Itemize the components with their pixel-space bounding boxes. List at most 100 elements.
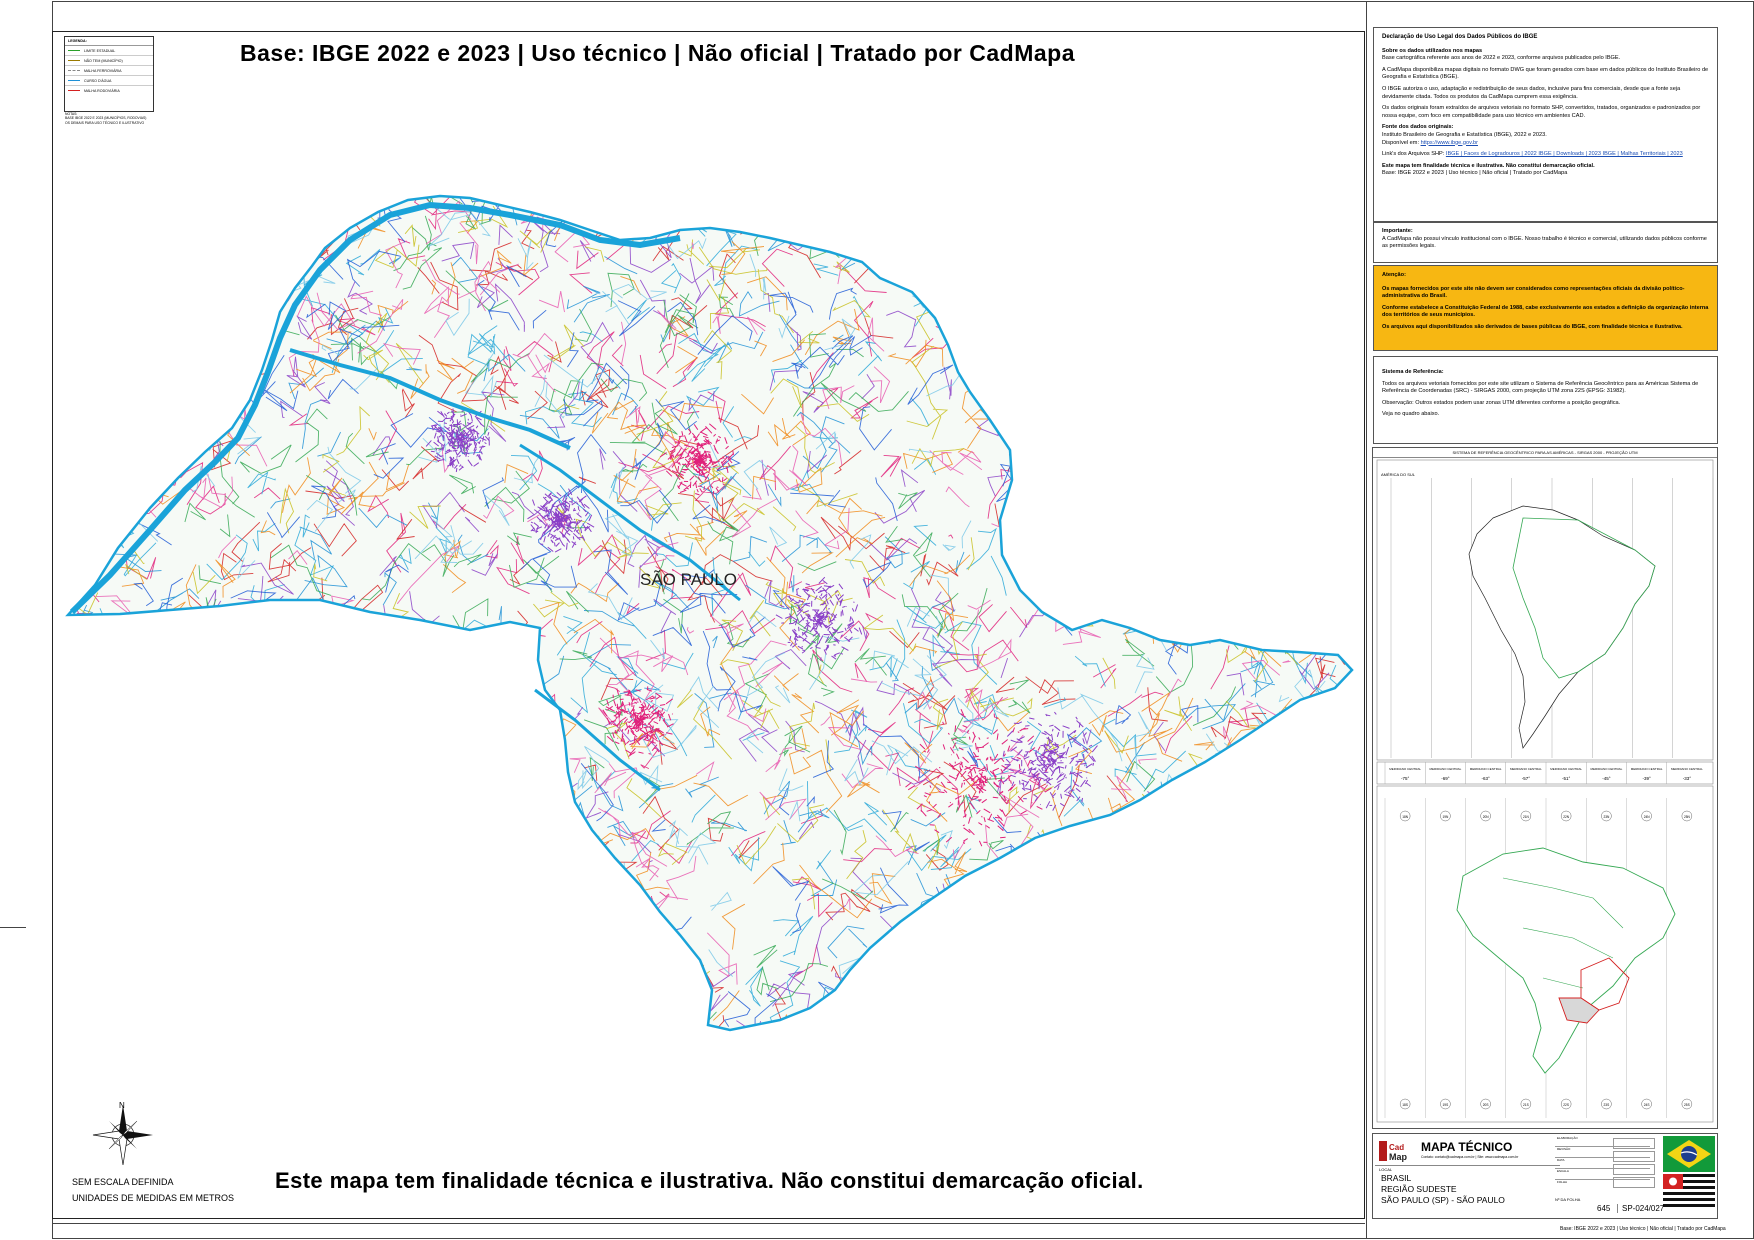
- zone-badge-bottom: [1480, 1098, 1491, 1110]
- important-title: Importante:: [1382, 228, 1413, 234]
- legend-label: NÃO TEM (MUNICÍPIO): [84, 58, 123, 63]
- tick-mark-left: [0, 927, 26, 928]
- tb-field: ESCALA: [1555, 1169, 1650, 1180]
- urban-cluster: [775, 576, 863, 661]
- side-divider: [1366, 1, 1367, 1239]
- legend-swatch: [68, 80, 80, 81]
- location-block: BRASIL REGIÃO SUDESTE SÃO PAULO (SP) - S…: [1381, 1173, 1505, 1206]
- declaration-s2-p1: Instituto Brasileiro de Geografia e Esta…: [1382, 131, 1547, 138]
- legend-label: LIMITE ESTADUAL: [84, 48, 116, 53]
- tb-boxes: [1613, 1138, 1655, 1190]
- zone-badge-top: [1399, 810, 1411, 822]
- declaration-s1-title: Sobre os dados utilizados nos mapas: [1382, 47, 1483, 54]
- zone-label-top: 25N: [1684, 815, 1691, 819]
- tb-field: ELABORAÇÃO: [1555, 1136, 1650, 1147]
- zone-badge-top: [1520, 810, 1532, 822]
- sao-paulo-flag-icon: [1663, 1174, 1715, 1210]
- sheet-code: SP-024/027: [1617, 1204, 1664, 1213]
- tb-field: DATA: [1555, 1158, 1650, 1169]
- brazil-state-lines: [1502, 877, 1624, 989]
- reference-title: Sistema de Referência:: [1382, 369, 1444, 375]
- sao-paulo-highlight: [1558, 997, 1600, 1024]
- declaration-s2-title: Fonte dos dados originais:: [1382, 124, 1454, 131]
- zone-badge-bottom: [1520, 1098, 1532, 1110]
- meridian-label: MERIDIANO CENTRAL: [1671, 767, 1703, 771]
- zone-label-bottom: 24S: [1644, 1103, 1650, 1107]
- zone-label-bottom: 19S: [1443, 1103, 1449, 1107]
- declaration-panel: Declaração de Uso Legal dos Dados Públic…: [1373, 27, 1718, 223]
- zone-badge-bottom: [1681, 1098, 1693, 1110]
- utm-zone-map: AMÉRICA DO SUL MERIDIANO CENTRAL -75° MERID…: [1376, 459, 1714, 1123]
- urban-cluster: [659, 423, 735, 496]
- urban-cluster: [527, 488, 595, 553]
- contact-line: Contato: contato@cadmapa.com.br | Site: …: [1421, 1155, 1519, 1159]
- north-label: N: [119, 1101, 125, 1110]
- zone-label-top: 21N: [1523, 815, 1530, 819]
- utm-inset-panel: SISTEMA DE REFERÊNCIA GEOCÊNTRICO PARA A…: [1372, 447, 1718, 1129]
- legend-label: CURSO D'ÁGUA: [84, 78, 112, 83]
- urban-cluster: [1002, 711, 1098, 811]
- legend-swatch: [68, 60, 80, 61]
- zone-badge-top: [1440, 810, 1451, 822]
- compass-rose-icon: [92, 1105, 153, 1166]
- important-panel: Importante: A CadMapa não possui vínculo…: [1373, 221, 1718, 263]
- state-label: SÃO PAULO: [640, 570, 737, 589]
- map-frame: [52, 31, 1365, 1219]
- loc-label: LOCAL: [1379, 1167, 1393, 1172]
- declaration-s3-p1: Base: IBGE 2022 e 2023 | Uso técnico | N…: [1382, 170, 1568, 177]
- legend: LEGENDA: LIMITE ESTADUAL NÃO TEM (MUNICÍ…: [64, 36, 154, 112]
- zone-label-bottom: 20S: [1483, 1103, 1489, 1107]
- state-border: [65, 194, 1354, 1032]
- urban-cluster: [602, 686, 674, 757]
- footer-credit: Base: IBGE 2022 e 2023 | Uso técnico | N…: [1560, 1226, 1726, 1232]
- meridian-value: -75°: [1401, 776, 1410, 781]
- zone-badge-bottom: [1641, 1098, 1652, 1110]
- declaration-s3-title: Este mapa tem finalidade técnica e ilust…: [1382, 162, 1595, 169]
- attention-panel: Atenção: Os mapas fornecidos por este si…: [1373, 265, 1718, 351]
- ibge-link[interactable]: https://www.ibge.gov.br: [1420, 139, 1478, 146]
- meridian-value: -51°: [1562, 776, 1571, 781]
- zone-badge-bottom: [1399, 1098, 1411, 1110]
- svg-text:Map: Map: [1389, 1152, 1408, 1162]
- notes-line: BASE IBGE 2022 E 2023 (MUNICÍPIOS, RODOV…: [65, 116, 147, 121]
- south-america-outline: [1468, 505, 1656, 749]
- zone-label-top: 19N: [1442, 815, 1449, 819]
- cadmapa-logo-icon: Cad Map: [1377, 1137, 1417, 1163]
- zone-label-top: 22N: [1563, 815, 1570, 819]
- meridian-band: [1376, 761, 1714, 785]
- meridian-label: MERIDIANO CENTRAL: [1631, 767, 1663, 771]
- meridian-value: -69°: [1441, 776, 1450, 781]
- meridian-label: MERIDIANO CENTRAL: [1510, 767, 1542, 771]
- zone-badge-top: [1480, 810, 1491, 822]
- sheet-label: Nº DA FOLHA: [1555, 1197, 1581, 1202]
- zone-label-top: 24N: [1644, 815, 1651, 819]
- declaration-s1-p1: Base cartográfica referente aos anos de …: [1382, 55, 1621, 62]
- meridian-label: MERIDIANO CENTRAL: [1470, 767, 1502, 771]
- zone-label-bottom: 18S: [1402, 1103, 1408, 1107]
- links-label: Link's dos Arquivos SHP:: [1382, 151, 1445, 158]
- legend-swatch: [68, 50, 80, 51]
- legend-label: MALHA RODOVIÁRIA: [84, 88, 120, 93]
- legend-item: MALHA FERROVIÁRIA: [65, 66, 153, 76]
- meridian-value: -39°: [1642, 776, 1651, 781]
- legend-item: CURSO D'ÁGUA: [65, 76, 153, 86]
- zone-label-bottom: 25S: [1684, 1103, 1690, 1107]
- meridian-label: MERIDIANO CENTRAL: [1550, 767, 1582, 771]
- inset-lower-frame: [1376, 785, 1714, 1123]
- state-name: SÃO PAULO (SP) - SÃO PAULO: [1381, 1195, 1505, 1205]
- meridian-value: -33°: [1683, 776, 1692, 781]
- product-title: MAPA TÉCNICO: [1421, 1140, 1513, 1154]
- attention-p3: Os arquivos aqui disponibilizados são de…: [1382, 323, 1683, 330]
- zone-label-bottom: 23S: [1604, 1103, 1610, 1107]
- legend-swatch: [68, 90, 80, 91]
- shp-links[interactable]: IBGE | Faces de Logradouros | 2022 IBGE …: [1445, 151, 1683, 158]
- meridian-value: -45°: [1602, 776, 1611, 781]
- reference-p2: Observação: Outros estados podem usar zo…: [1382, 399, 1621, 406]
- zone-badge-bottom: [1440, 1098, 1451, 1110]
- legend-item: LIMITE ESTADUAL: [65, 46, 153, 56]
- legend-title: LEGENDA:: [65, 37, 153, 46]
- river-paranapanema: [519, 443, 741, 602]
- urban-cluster: [425, 408, 490, 473]
- declaration-s1-p3: O IBGE autoriza o uso, adaptação e redis…: [1382, 85, 1681, 100]
